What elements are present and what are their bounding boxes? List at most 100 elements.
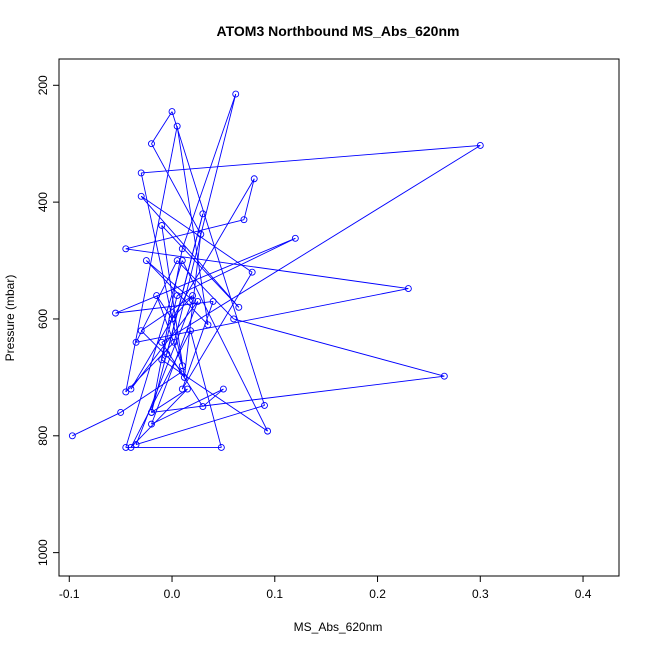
plot-points — [68, 90, 484, 451]
series-segment — [135, 288, 409, 343]
data-point — [168, 315, 176, 323]
data-point — [440, 372, 448, 380]
series-segment — [130, 388, 188, 448]
plot-frame — [58, 58, 620, 577]
data-point — [122, 444, 130, 451]
data-point — [132, 441, 140, 449]
series-segment — [125, 126, 178, 393]
data-point — [137, 169, 145, 177]
data-point — [158, 222, 166, 229]
series-segment — [181, 301, 214, 390]
x-tick-label: 0.1 — [266, 587, 283, 601]
series-segment — [135, 260, 178, 343]
series-segment — [173, 93, 237, 343]
series-segment — [176, 126, 209, 325]
data-point — [204, 321, 212, 329]
series-segment — [161, 225, 185, 378]
x-tick-label: 0.0 — [164, 587, 181, 601]
series-segment — [120, 371, 183, 413]
series-segment — [190, 330, 222, 448]
series-segment — [135, 404, 265, 445]
data-point — [189, 292, 197, 300]
series-segment — [125, 342, 175, 393]
data-point — [142, 257, 150, 264]
data-point — [250, 175, 258, 183]
x-tick-label: -0.1 — [59, 587, 80, 601]
series-segment — [140, 195, 253, 273]
data-point — [217, 444, 225, 451]
series-segment — [181, 260, 268, 432]
series-segment — [183, 234, 202, 378]
data-point — [197, 230, 205, 238]
data-point — [264, 427, 272, 435]
data-point — [235, 303, 243, 311]
series-segment — [151, 111, 173, 144]
series-segment — [125, 248, 409, 290]
data-point — [158, 338, 166, 346]
series-segment — [151, 388, 188, 413]
data-point — [178, 362, 186, 370]
data-point — [189, 296, 197, 304]
data-point — [261, 401, 268, 409]
y-axis-label: Pressure (mbar) — [3, 275, 17, 362]
series-segment — [141, 145, 481, 174]
series-segment — [125, 219, 245, 250]
x-tick-label: 0.4 — [575, 587, 592, 601]
data-point — [137, 192, 145, 200]
data-point — [122, 388, 130, 396]
data-point — [158, 356, 166, 364]
plot-lines — [72, 93, 481, 448]
data-point — [148, 420, 155, 428]
data-point — [199, 210, 207, 218]
series-segment — [171, 111, 265, 406]
y-tick-label: 600 — [36, 309, 50, 329]
data-point — [137, 327, 145, 335]
series-segment — [181, 93, 237, 250]
data-point — [117, 408, 125, 416]
data-point — [168, 108, 176, 116]
data-point — [178, 245, 186, 253]
data-point — [127, 444, 135, 451]
data-point — [199, 403, 207, 411]
data-point — [183, 385, 191, 393]
data-point — [180, 373, 188, 381]
series-segment — [176, 237, 296, 296]
x-axis: -0.1 0.0 0.1 0.2 0.3 0.4 — [59, 575, 592, 601]
series-segment — [166, 213, 204, 355]
data-point — [248, 268, 256, 276]
data-point — [178, 257, 186, 264]
series-segment — [176, 260, 235, 320]
series-segment — [181, 271, 253, 390]
series-segment — [125, 260, 183, 448]
series-segment — [161, 225, 240, 308]
data-point — [127, 385, 135, 393]
series-segment — [140, 330, 183, 372]
y-tick-label: 800 — [36, 425, 50, 445]
data-point — [163, 350, 171, 358]
data-point — [230, 315, 238, 323]
series-segment — [115, 300, 214, 314]
data-point — [209, 297, 217, 305]
data-point — [194, 297, 202, 305]
data-point — [173, 122, 181, 130]
data-point — [232, 90, 240, 98]
data-point — [476, 142, 484, 149]
data-point — [68, 432, 76, 440]
x-axis-label: MS_Abs_620nm — [294, 620, 383, 634]
x-tick-label: 0.3 — [472, 587, 489, 601]
series-segment — [202, 388, 224, 407]
y-tick-label: 400 — [36, 192, 50, 212]
data-point — [173, 257, 181, 264]
data-point — [178, 385, 186, 393]
series-segment — [135, 300, 193, 445]
data-point — [112, 309, 119, 317]
series-segment — [72, 412, 121, 437]
data-point — [148, 140, 155, 148]
series-segment — [140, 195, 240, 308]
data-point — [240, 216, 248, 224]
series-segment — [140, 172, 183, 366]
data-point — [187, 327, 194, 335]
series-segment — [243, 178, 255, 220]
series-segment — [130, 330, 191, 448]
series-segment — [115, 237, 296, 314]
